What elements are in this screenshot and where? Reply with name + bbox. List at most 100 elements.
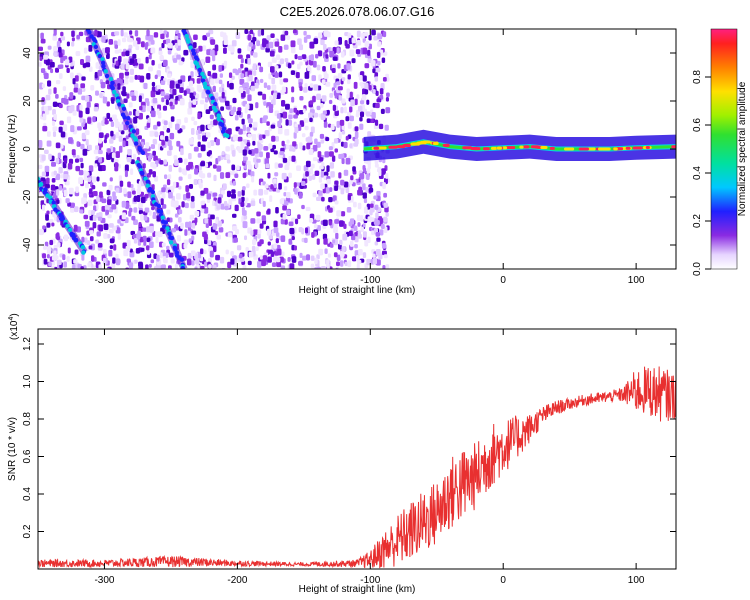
snr-ytick-label: 0.6: [22, 449, 33, 463]
noise-cell: [284, 30, 289, 36]
noise-cell: [345, 157, 351, 165]
track-point: [38, 182, 43, 188]
noise-cell: [372, 257, 377, 265]
noise-cell: [38, 61, 42, 67]
track-point: [131, 129, 137, 134]
noise-cell: [367, 49, 371, 56]
noise-cell: [324, 151, 330, 158]
snr-line-series: [38, 366, 676, 569]
noise-cell: [318, 176, 323, 183]
noise-cell: [377, 216, 383, 221]
noise-cell: [185, 185, 190, 193]
noise-cell: [186, 192, 191, 199]
noise-cell: [304, 227, 309, 234]
noise-cell: [161, 139, 165, 146]
noise-cell: [284, 164, 290, 171]
noise-cell: [129, 76, 134, 83]
noise-cell: [374, 163, 379, 168]
noise-cell: [334, 180, 339, 185]
track-point: [108, 76, 114, 82]
noise-cell: [125, 135, 129, 140]
noise-cell: [183, 49, 189, 56]
noise-cell: [75, 158, 80, 163]
noise-cell: [332, 104, 337, 112]
track-point: [147, 188, 152, 193]
noise-cell: [280, 34, 286, 41]
noise-cell: [280, 218, 285, 225]
noise-cell: [178, 185, 182, 190]
noise-cell: [183, 90, 187, 96]
noise-cell: [170, 258, 175, 264]
noise-cell: [96, 231, 101, 237]
noise-cell: [161, 204, 167, 209]
noise-cell: [170, 116, 175, 122]
noise-cell: [205, 223, 209, 229]
noise-cell: [264, 129, 270, 137]
noise-cell: [366, 258, 371, 266]
noise-cell: [298, 110, 304, 115]
noise-cell: [63, 189, 68, 197]
noise-cell: [212, 72, 218, 79]
carrier-peak: [462, 146, 473, 150]
noise-cell: [361, 32, 365, 39]
noise-cell: [114, 44, 119, 49]
noise-cell: [297, 38, 302, 45]
noise-cell: [362, 75, 367, 82]
noise-cell: [221, 91, 225, 99]
noise-cell: [254, 82, 259, 89]
noise-cell: [333, 252, 338, 258]
noise-cell: [52, 101, 58, 108]
noise-cell: [330, 124, 335, 131]
noise-cell: [281, 172, 287, 180]
snr-xtick-label: -200: [227, 575, 247, 586]
track-point: [104, 73, 110, 79]
noise-cell: [332, 155, 336, 162]
noise-cell: [123, 249, 129, 257]
noise-cell: [261, 220, 267, 225]
noise-cell: [277, 120, 282, 128]
noise-cell: [340, 251, 344, 259]
noise-cell: [114, 31, 120, 36]
noise-cell: [340, 98, 346, 104]
noise-cell: [348, 179, 353, 185]
noise-cell: [192, 91, 196, 96]
noise-cell: [66, 41, 70, 47]
noise-cell: [117, 39, 121, 46]
noise-cell: [360, 177, 364, 185]
carrier-peak: [420, 140, 427, 144]
noise-cell: [329, 187, 333, 192]
noise-cell: [277, 248, 282, 256]
carrier-peak: [388, 145, 398, 149]
noise-cell: [263, 82, 268, 89]
noise-cell: [319, 133, 325, 139]
noise-cell: [197, 134, 202, 140]
noise-cell: [339, 239, 343, 246]
noise-cell: [254, 148, 259, 154]
noise-cell: [60, 31, 64, 37]
noise-cell: [97, 70, 103, 77]
noise-cell: [85, 139, 89, 146]
carrier-peak: [470, 146, 478, 150]
noise-cell: [248, 74, 253, 82]
noise-cell: [368, 43, 372, 50]
noise-cell: [321, 79, 326, 85]
noise-cell: [111, 114, 117, 121]
noise-cell: [208, 219, 212, 227]
noise-cell: [146, 237, 151, 243]
noise-cell: [88, 245, 93, 250]
snr-multiplier-exponent: 4: [8, 317, 15, 321]
noise-cell: [227, 44, 233, 51]
noise-cell: [293, 107, 298, 113]
noise-cell: [159, 159, 164, 165]
carrier-peak: [505, 146, 516, 150]
track-point: [112, 89, 117, 95]
track-point: [145, 179, 150, 185]
noise-cell: [255, 246, 259, 252]
noise-cell: [380, 108, 385, 115]
noise-cell: [314, 138, 318, 145]
noise-cell: [246, 54, 251, 59]
noise-cell: [280, 265, 286, 269]
noise-cell: [328, 207, 333, 213]
noise-cell: [118, 124, 124, 131]
